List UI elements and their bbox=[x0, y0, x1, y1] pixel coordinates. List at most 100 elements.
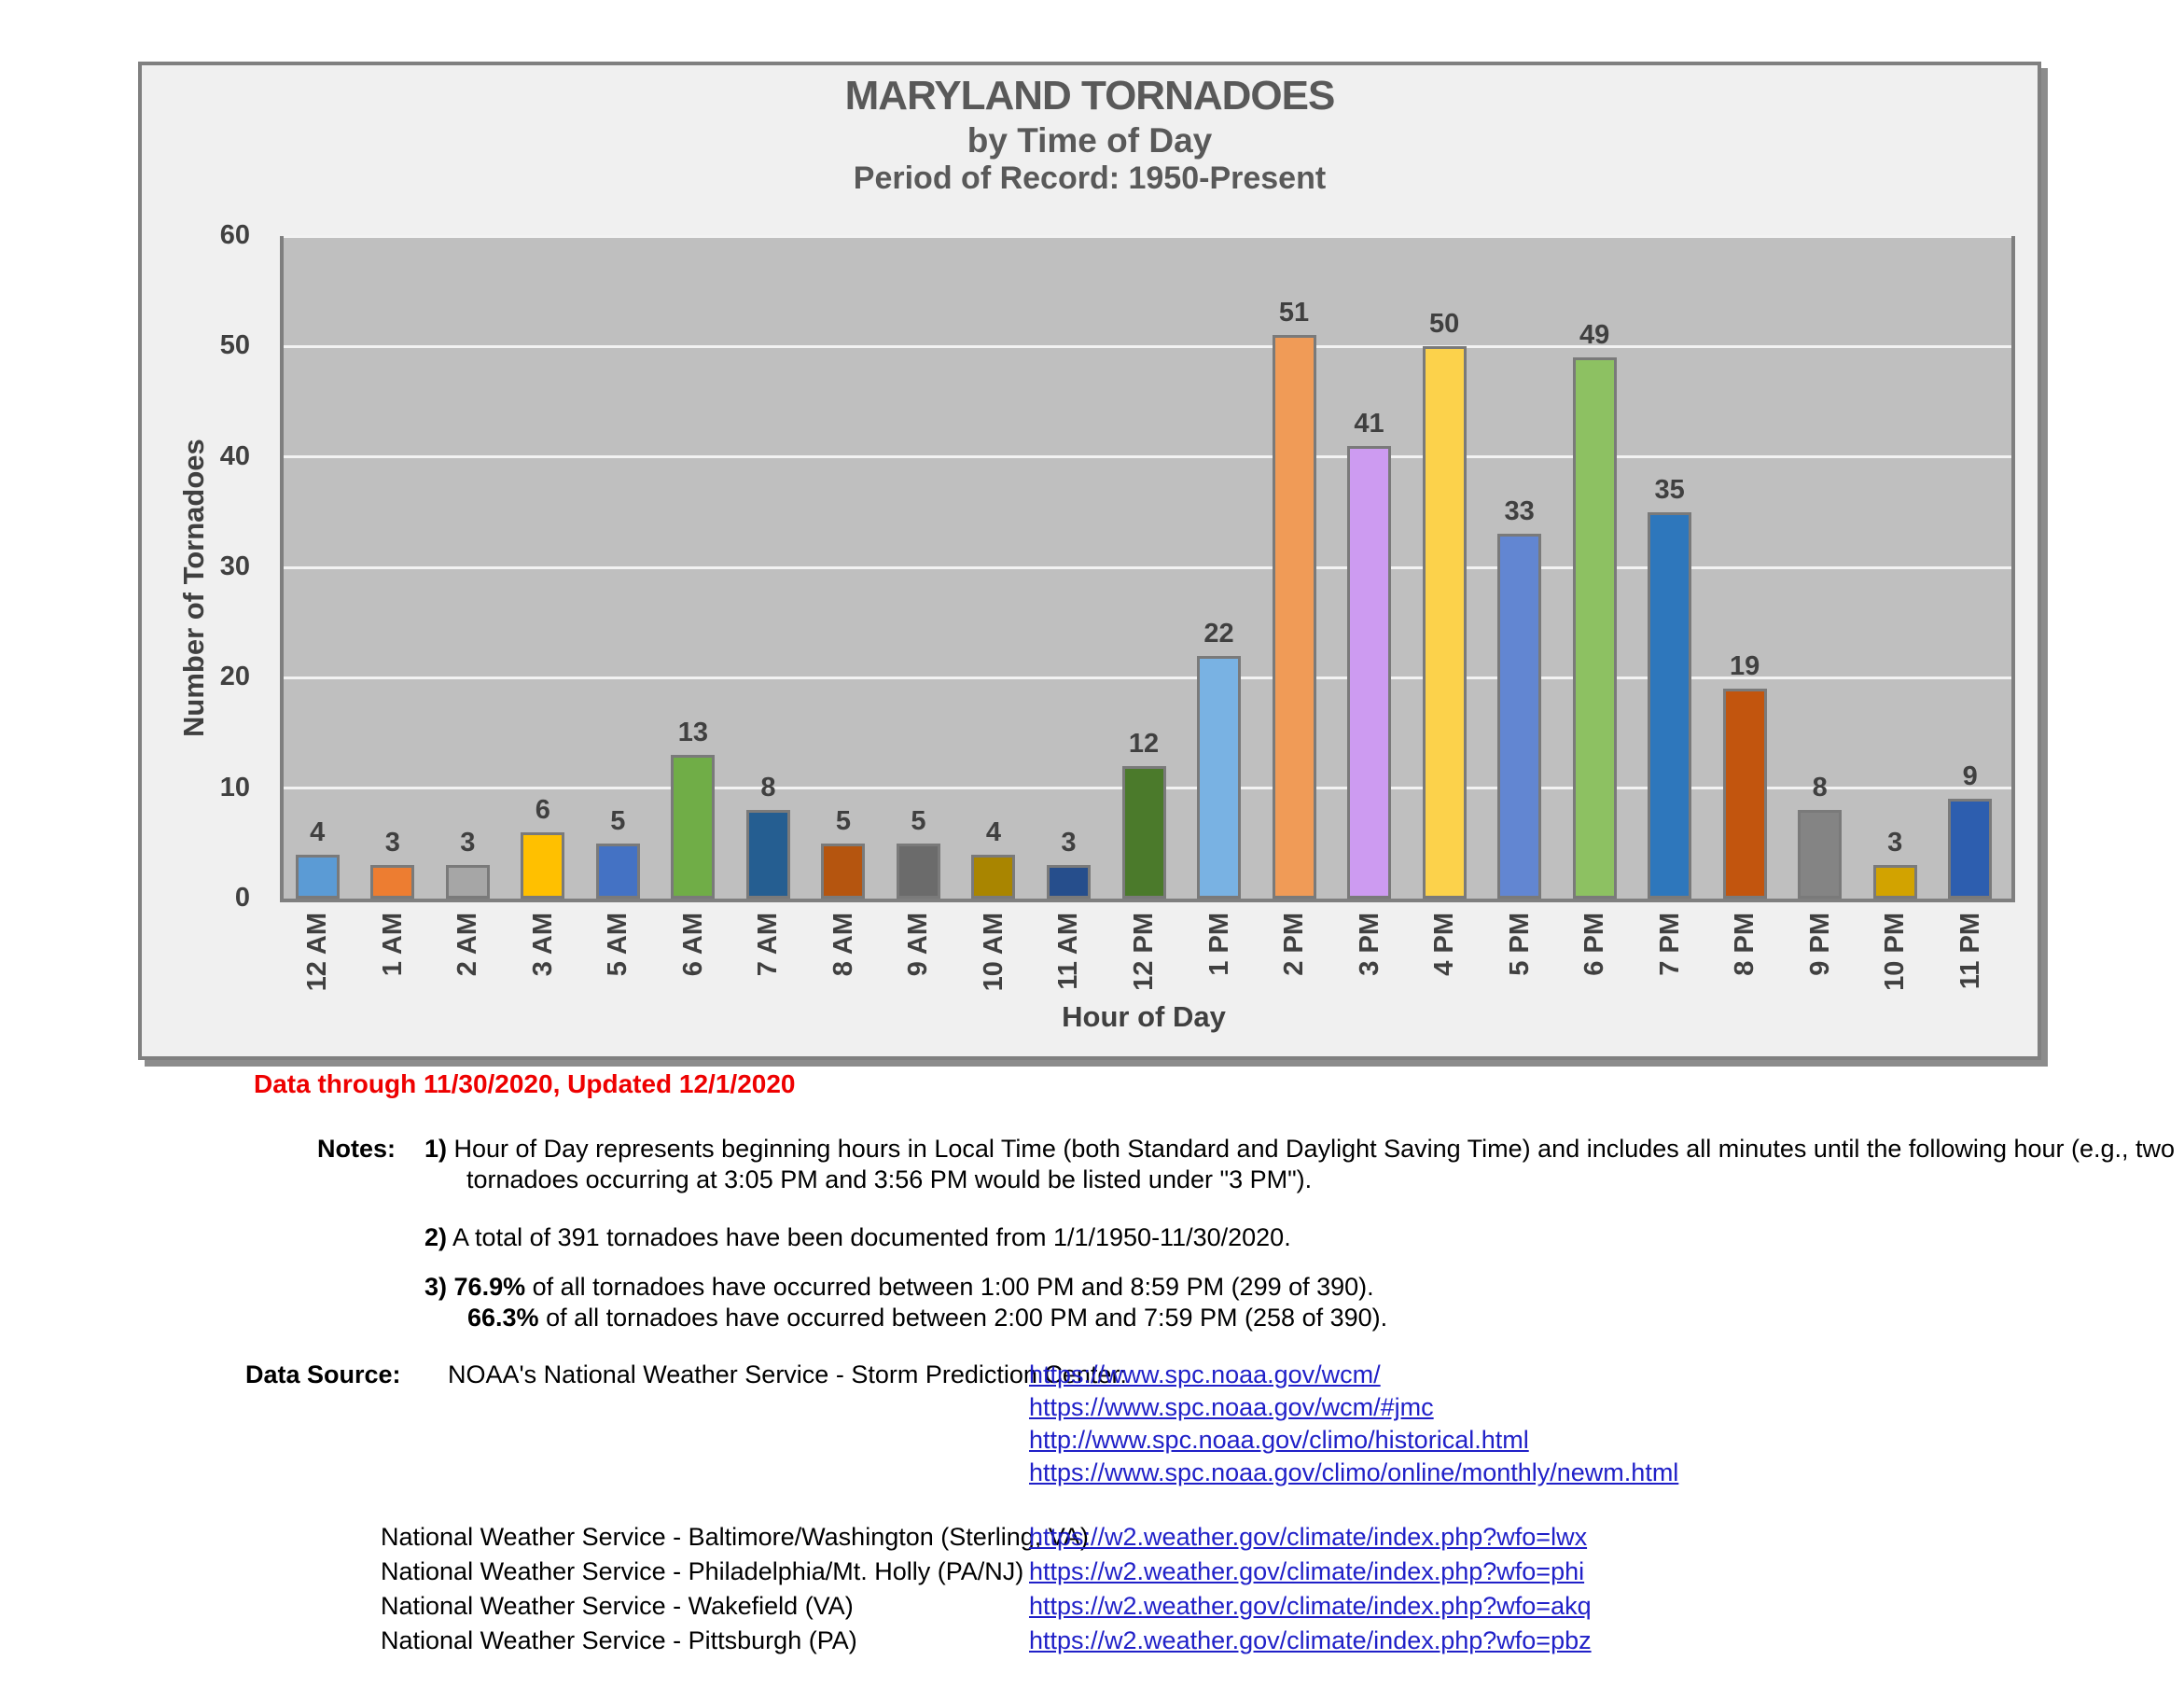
bar-value-label-11-am: 3 bbox=[1061, 828, 1077, 858]
y-tick-label-0: 0 bbox=[234, 883, 250, 913]
x-tick-label-9-pm: 9 PM bbox=[1804, 913, 1835, 976]
office-name-1: National Weather Service - Baltimore/Was… bbox=[381, 1523, 1089, 1551]
bar-value-label-1-am: 3 bbox=[384, 828, 400, 858]
bar-3-pm bbox=[1347, 446, 1392, 899]
note-3-text-2: of all tornadoes have occurred between 2… bbox=[546, 1304, 1388, 1332]
bar-value-label-12-am: 4 bbox=[310, 817, 326, 847]
bar-value-label-9-pm: 8 bbox=[1812, 773, 1828, 802]
note-2-number: 2) bbox=[424, 1223, 448, 1251]
office-name-4: National Weather Service - Pittsburgh (P… bbox=[381, 1626, 857, 1654]
x-tick-label-8-am: 8 AM bbox=[828, 913, 858, 977]
bar-9-pm bbox=[1798, 810, 1843, 899]
x-tick-label-10-pm: 10 PM bbox=[1880, 913, 1911, 991]
gridline-40 bbox=[284, 455, 2011, 459]
x-tick-label-5-pm: 5 PM bbox=[1504, 913, 1535, 976]
bar-value-label-11-pm: 9 bbox=[1962, 761, 1978, 791]
primary-link-row-1: https://www.spc.noaa.gov/wcm/ bbox=[1029, 1360, 1381, 1389]
bar-5-pm bbox=[1497, 534, 1542, 899]
primary-link-1[interactable]: https://www.spc.noaa.gov/wcm/ bbox=[1029, 1360, 1381, 1388]
x-tick-label-11-pm: 11 PM bbox=[1954, 913, 1985, 990]
bar-7-am bbox=[745, 810, 790, 899]
x-tick-label-1-pm: 1 PM bbox=[1203, 913, 1234, 976]
office-link-row-1: https://w2.weather.gov/climate/index.php… bbox=[1029, 1523, 1587, 1552]
office-link-3[interactable]: https://w2.weather.gov/climate/index.php… bbox=[1029, 1592, 1592, 1620]
office-link-row-2: https://w2.weather.gov/climate/index.php… bbox=[1029, 1557, 1584, 1586]
primary-link-row-4: https://www.spc.noaa.gov/climo/online/mo… bbox=[1029, 1458, 1678, 1487]
y-tick-label-20: 20 bbox=[219, 662, 250, 692]
gridline-20 bbox=[284, 676, 2011, 679]
note-1-line-2: tornadoes occurring at 3:05 PM and 3:56 … bbox=[466, 1165, 1313, 1193]
bar-value-label-5-pm: 33 bbox=[1504, 496, 1535, 526]
note-2-text: A total of 391 tornadoes have been docum… bbox=[452, 1223, 1291, 1251]
office-link-2[interactable]: https://w2.weather.gov/climate/index.php… bbox=[1029, 1557, 1585, 1585]
x-tick-label-1-am: 1 AM bbox=[377, 913, 408, 977]
chart-period-of-record: Period of Record: 1950-Present bbox=[853, 160, 1327, 196]
note-3-number: 3) bbox=[424, 1273, 448, 1301]
x-tick-label-8-pm: 8 PM bbox=[1730, 913, 1760, 976]
bar-1-am bbox=[370, 865, 415, 899]
note-3-line-1: 3) 76.9% of all tornadoes have occurred … bbox=[424, 1273, 1374, 1302]
notes-label: Notes: bbox=[317, 1135, 396, 1163]
bar-value-label-6-pm: 49 bbox=[1579, 320, 1610, 350]
bar-value-label-7-am: 8 bbox=[760, 773, 776, 802]
office-link-1[interactable]: https://w2.weather.gov/climate/index.php… bbox=[1029, 1523, 1588, 1551]
bar-11-am bbox=[1046, 865, 1091, 899]
note-1-line-1: 1) Hour of Day represents beginning hour… bbox=[424, 1135, 2175, 1164]
bar-9-am bbox=[896, 844, 940, 899]
bar-value-label-5-am: 5 bbox=[610, 806, 626, 836]
x-tick-label-11-am: 11 AM bbox=[1053, 913, 1084, 990]
x-tick-label-3-am: 3 AM bbox=[527, 913, 558, 977]
note-1-number: 1) bbox=[424, 1135, 448, 1163]
note-3-percent-2: 66.3% bbox=[467, 1304, 539, 1332]
x-tick-label-12-pm: 12 PM bbox=[1129, 913, 1159, 991]
bar-10-am bbox=[971, 855, 1016, 899]
x-tick-label-7-am: 7 AM bbox=[753, 913, 784, 977]
x-tick-label-9-am: 9 AM bbox=[903, 913, 934, 977]
x-tick-label-7-pm: 7 PM bbox=[1654, 913, 1685, 976]
primary-link-row-2: https://www.spc.noaa.gov/wcm/#jmc bbox=[1029, 1393, 1434, 1422]
primary-link-row-3: http://www.spc.noaa.gov/climo/historical… bbox=[1029, 1426, 1529, 1455]
bar-3-am bbox=[521, 832, 565, 899]
primary-link-3[interactable]: http://www.spc.noaa.gov/climo/historical… bbox=[1029, 1426, 1529, 1454]
office-name-2: National Weather Service - Philadelphia/… bbox=[381, 1557, 1024, 1585]
bar-value-label-10-am: 4 bbox=[985, 817, 1002, 847]
y-tick-label-60: 60 bbox=[219, 220, 250, 250]
x-tick-label-6-am: 6 AM bbox=[677, 913, 708, 977]
note-2: 2) A total of 391 tornadoes have been do… bbox=[424, 1223, 1291, 1252]
bar-6-am bbox=[671, 755, 716, 899]
bar-value-label-3-am: 6 bbox=[535, 795, 550, 825]
primary-link-2[interactable]: https://www.spc.noaa.gov/wcm/#jmc bbox=[1029, 1393, 1434, 1421]
x-tick-label-2-am: 2 AM bbox=[452, 913, 483, 977]
office-link-row-4: https://w2.weather.gov/climate/index.php… bbox=[1029, 1626, 1592, 1655]
note-3-line-2: 66.3% of all tornadoes have occurred bet… bbox=[467, 1304, 1387, 1332]
bar-8-am bbox=[821, 844, 866, 899]
bar-1-pm bbox=[1197, 656, 1242, 899]
bar-12-pm bbox=[1121, 766, 1166, 899]
data-through-note: Data through 11/30/2020, Updated 12/1/20… bbox=[254, 1069, 796, 1098]
x-tick-label-2-pm: 2 PM bbox=[1279, 913, 1310, 976]
note-3-text-1: of all tornadoes have occurred between 1… bbox=[532, 1273, 1374, 1301]
gridline-30 bbox=[284, 565, 2011, 569]
x-tick-label-12-am: 12 AM bbox=[302, 913, 333, 992]
bar-value-label-3-pm: 41 bbox=[1354, 409, 1384, 439]
bar-8-pm bbox=[1722, 689, 1767, 899]
note-3-percent-1: 76.9% bbox=[453, 1273, 526, 1301]
bar-6-pm bbox=[1572, 357, 1617, 899]
bar-value-label-6-am: 13 bbox=[677, 718, 708, 747]
chart-subtitle: by Time of Day bbox=[967, 121, 1213, 160]
office-link-row-3: https://w2.weather.gov/climate/index.php… bbox=[1029, 1592, 1592, 1621]
primary-link-4[interactable]: https://www.spc.noaa.gov/climo/online/mo… bbox=[1029, 1458, 1679, 1486]
bar-10-pm bbox=[1872, 865, 1917, 899]
x-tick-label-3-pm: 3 PM bbox=[1354, 913, 1384, 976]
bar-value-label-8-pm: 19 bbox=[1730, 651, 1760, 681]
chart-title: MARYLAND TORNADOES bbox=[844, 73, 1336, 119]
bar-value-label-7-pm: 35 bbox=[1654, 475, 1685, 505]
office-link-4[interactable]: https://w2.weather.gov/climate/index.php… bbox=[1029, 1626, 1592, 1654]
bar-value-label-4-pm: 50 bbox=[1428, 309, 1460, 339]
bar-12-am bbox=[295, 855, 340, 899]
bar-value-label-12-pm: 12 bbox=[1128, 729, 1160, 759]
y-tick-label-40: 40 bbox=[219, 440, 250, 471]
data-source-label: Data Source: bbox=[245, 1360, 401, 1388]
x-tick-label-6-pm: 6 PM bbox=[1579, 913, 1610, 976]
